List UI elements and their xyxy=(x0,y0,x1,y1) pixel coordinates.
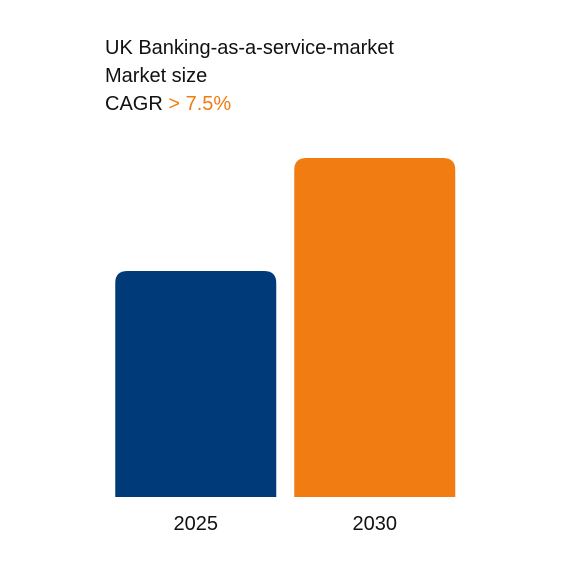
cagr-value: > 7.5% xyxy=(168,93,231,115)
bar xyxy=(294,158,456,497)
x-tick-label: 2030 xyxy=(353,513,398,535)
chart-subtitle: Market size xyxy=(105,65,207,87)
cagr-text: CAGR > 7.5% xyxy=(105,93,231,115)
x-tick-label: 2025 xyxy=(174,513,219,535)
bar xyxy=(115,271,277,497)
chart-title: UK Banking-as-a-service-market xyxy=(105,37,394,59)
cagr-label: CAGR xyxy=(105,93,163,115)
